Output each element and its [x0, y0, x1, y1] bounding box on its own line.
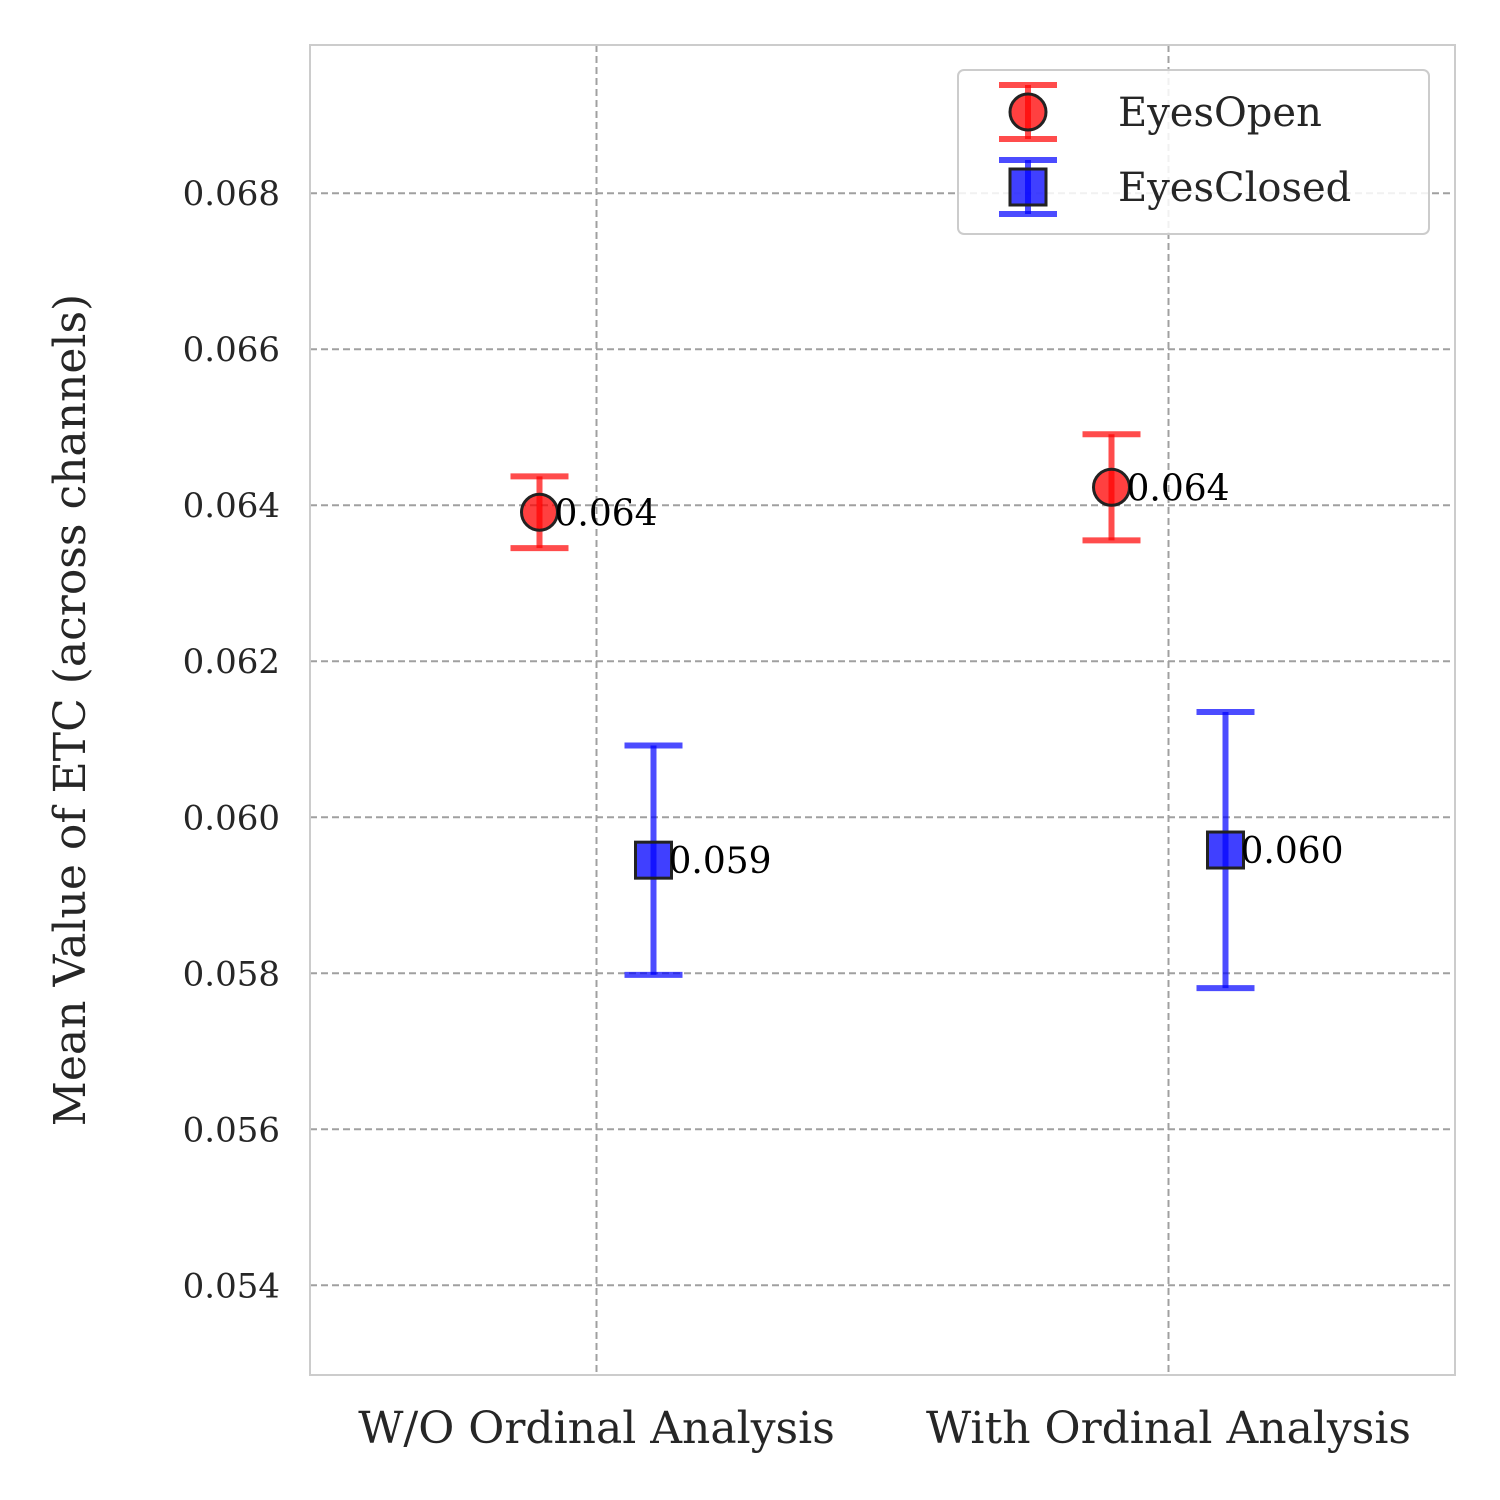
- series-eyesclosed: 0.059 0.060: [624, 708, 1344, 992]
- y-axis-label: Mean Value of ETC (across channels): [45, 294, 96, 1126]
- y-tick-label: 0.054: [183, 1266, 280, 1306]
- data-point-square: [1206, 830, 1245, 870]
- legend-marker-circle: [1008, 92, 1048, 132]
- y-tick-label: 0.066: [183, 330, 280, 370]
- series-eyesopen: 0.064 0.064: [510, 431, 1230, 552]
- x-tick-label: W/O Ordinal Analysis: [358, 1403, 835, 1454]
- y-tick-label: 0.058: [183, 954, 280, 994]
- data-label: 0.064: [555, 493, 658, 534]
- data-series: 0.064 0.064 0.059 0.060: [510, 431, 1344, 992]
- y-tick-label: 0.060: [183, 798, 280, 838]
- legend: EyesOpen EyesClosed: [957, 69, 1430, 235]
- y-tick-label: 0.068: [183, 174, 280, 214]
- legend-marker-square: [1008, 167, 1048, 207]
- legend-item-eyesopen: EyesOpen: [999, 82, 1322, 142]
- data-point-circle: [520, 492, 559, 532]
- y-tick-label: 0.064: [183, 486, 280, 526]
- x-tick-label: With Ordinal Analysis: [926, 1403, 1411, 1454]
- data-point-square: [634, 840, 673, 880]
- data-label: 0.060: [1241, 831, 1344, 872]
- plot-frame: [309, 44, 1456, 1376]
- legend-label: EyesClosed: [1118, 165, 1351, 211]
- grid-lines: [310, 45, 1455, 1375]
- y-tick-label: 0.056: [183, 1110, 280, 1150]
- legend-item-eyesclosed: EyesClosed: [999, 157, 1351, 217]
- y-tick-label: 0.062: [183, 642, 280, 682]
- legend-box: [957, 69, 1430, 235]
- data-point-circle: [1092, 467, 1131, 507]
- x-tick-labels: W/O Ordinal Analysis With Ordinal Analysi…: [358, 1403, 1411, 1454]
- data-label: 0.059: [669, 841, 772, 882]
- data-label: 0.064: [1127, 468, 1230, 509]
- y-tick-labels: 0.054 0.056 0.058 0.060 0.062 0.064 0.066 0.068: [183, 174, 280, 1306]
- legend-label: EyesOpen: [1118, 90, 1322, 136]
